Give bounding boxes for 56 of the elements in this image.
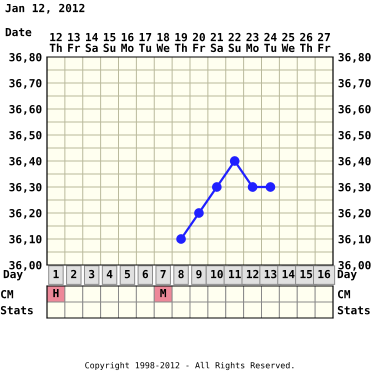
- x-tick-label: 12: [246, 270, 258, 278]
- x-tick-label: 18 We: [156, 32, 170, 52]
- x-tick-label: 24 Tu: [264, 32, 277, 52]
- x-tick-label: 6: [142, 270, 148, 278]
- y-tick-label: 36,20: [9, 208, 42, 219]
- point: [248, 182, 258, 192]
- text: M: [160, 288, 166, 298]
- x-tick-label: 25 We: [282, 32, 295, 52]
- x-tick-label: 15: [300, 270, 312, 278]
- x-tick-label: 19 Th: [174, 32, 188, 52]
- x-tick-label: 27 Fr: [318, 32, 330, 52]
- x-tick-label: 20 Fr: [192, 32, 206, 52]
- text: Copyright 1998-2012 - All Rights Reserved.: [85, 362, 294, 370]
- y-tick-label: 36,00: [9, 260, 42, 271]
- y-tick-label: 36,30: [9, 182, 42, 193]
- y2-tick-label: CM: [1, 290, 14, 298]
- y-tick-label: 36,40: [9, 156, 42, 167]
- x-tick-label: 23 Mo: [246, 32, 259, 52]
- x-tick-label: 26 Th: [300, 32, 312, 52]
- x-tick-label: 2: [71, 270, 76, 278]
- x-tick-label: 4: [106, 270, 112, 278]
- x-tick-label: 22 Su: [228, 32, 240, 52]
- x-axis-title: Date: [6, 28, 32, 36]
- point: [212, 182, 222, 192]
- x-tick-label: 10: [211, 270, 223, 278]
- x-tick-label: 17 Tu: [139, 33, 152, 52]
- x-tick-label: 21 Sa: [210, 32, 223, 52]
- x-axis-title: Day: [338, 270, 357, 280]
- x-tick-label: 13: [264, 270, 276, 278]
- text: H: [53, 288, 59, 298]
- point: [176, 234, 186, 244]
- x-tick-label: 16: [318, 270, 330, 278]
- chart-title: Jan 12, 2012: [6, 4, 84, 14]
- x-tick-label: 12 Th: [50, 32, 62, 52]
- x-tick-label: 11: [229, 270, 241, 278]
- point: [266, 182, 276, 192]
- x-tick-label: 5: [124, 270, 130, 278]
- x-tick-label: 14 Sa: [86, 33, 98, 52]
- point: [194, 208, 204, 218]
- x-tick-label: 7: [160, 270, 166, 278]
- y-tick-label: 36,80: [9, 52, 42, 63]
- y-tick-label: 36,70: [9, 78, 42, 89]
- x-tick-label: 9: [196, 270, 202, 278]
- x-tick-label: 15 Su: [104, 33, 116, 52]
- y-tick-label: 36,10: [9, 234, 42, 245]
- x-tick-label: 3: [89, 270, 94, 278]
- x-tick-label: 13 Fr: [68, 32, 80, 52]
- x-tick-label: 14: [282, 270, 295, 278]
- point: [230, 156, 240, 166]
- y2-tick-label: Stats: [0, 306, 33, 314]
- y-tick-label: 36,60: [9, 104, 42, 115]
- text: Day: [4, 270, 23, 280]
- x-tick-label: 8: [178, 270, 184, 278]
- y-tick-label: 36,50: [9, 130, 42, 141]
- x-tick-label: 1: [54, 270, 59, 278]
- x-tick-label: 16 Mo: [121, 32, 134, 52]
